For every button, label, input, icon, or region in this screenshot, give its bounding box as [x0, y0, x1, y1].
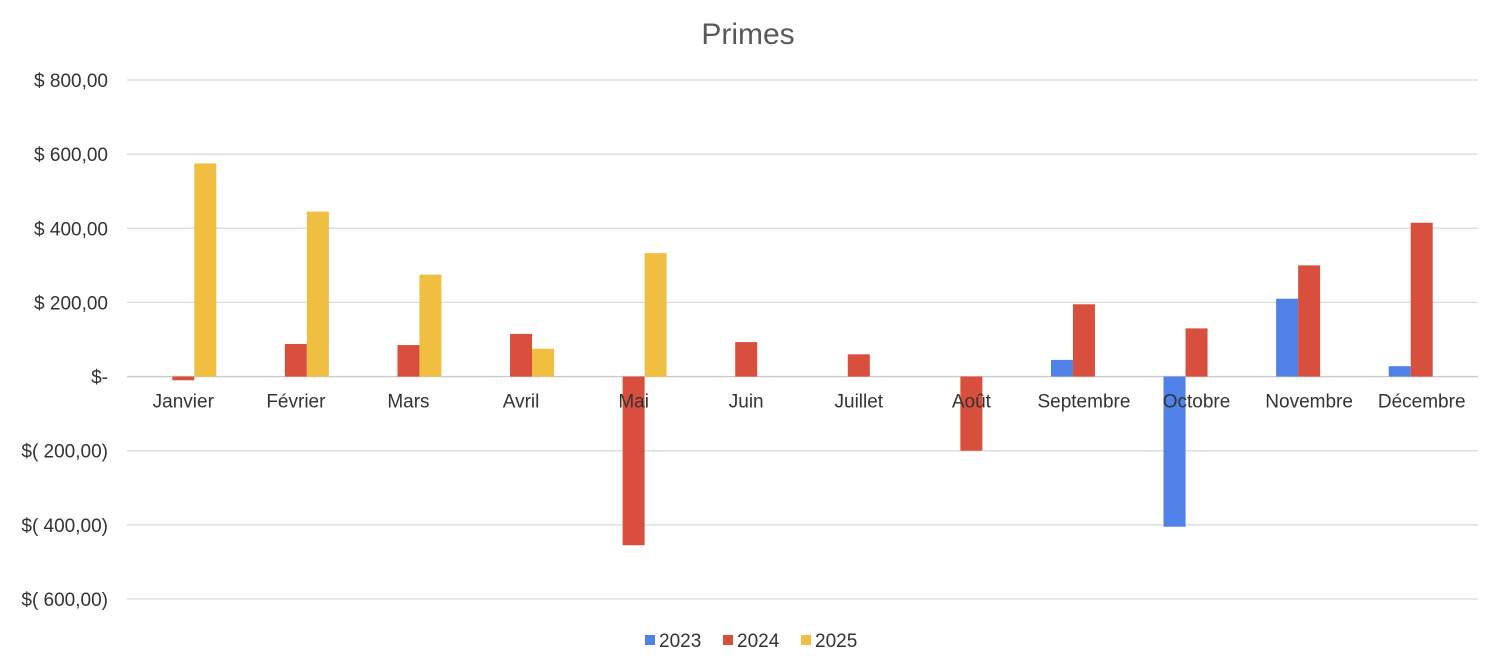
y-tick-label: $ 800,00 [34, 71, 108, 92]
gridlines [127, 79, 1478, 600]
legend-swatch [645, 635, 655, 645]
y-tick-label: $( 200,00) [21, 442, 108, 463]
x-axis-tick-labels: Janvier Février Mars Avril Mai Juin Juillet Aoû… [153, 392, 1466, 413]
y-tick-label: $ 600,00 [34, 145, 108, 166]
bar-2024-avril [510, 333, 533, 377]
x-tick-label: Septembre [1037, 392, 1130, 413]
legend-label: 2025 [815, 631, 857, 652]
bar-2024-février [284, 343, 307, 377]
chart-title: Primes [701, 18, 794, 51]
bar-2023-octobre [1163, 376, 1186, 527]
y-axis-tick-labels: $ 800,00 $ 600,00 $ 400,00 $ 200,00 $- $( 200… [21, 71, 108, 611]
bar-2023-novembre [1276, 298, 1299, 377]
bar-2024-juillet [847, 354, 870, 377]
x-tick-label: Janvier [153, 392, 215, 413]
x-tick-label: Mai [618, 392, 649, 413]
bar-2025-mars [419, 274, 442, 377]
legend-item: 2023 [645, 631, 701, 652]
legend-label: 2023 [659, 631, 701, 652]
bar-2025-février [306, 211, 329, 377]
y-tick-label: $( 400,00) [21, 516, 108, 537]
x-tick-label: Avril [503, 392, 540, 413]
y-tick-label: $ 400,00 [34, 219, 108, 240]
legend-label: 2024 [737, 631, 780, 652]
legend-item: 2025 [801, 631, 857, 652]
x-tick-label: Mars [387, 392, 429, 413]
x-tick-label: Octobre [1163, 392, 1231, 413]
bar-2025-janvier [194, 163, 217, 377]
y-tick-label: $( 600,00) [21, 590, 108, 611]
bar-2024-juin [735, 342, 758, 377]
x-tick-label: Août [952, 392, 992, 413]
legend-swatch [723, 635, 733, 645]
bar-2025-avril [532, 348, 555, 377]
x-tick-label: Novembre [1265, 392, 1353, 413]
bars [172, 163, 1433, 546]
y-tick-label: $ 200,00 [34, 293, 108, 314]
x-tick-label: Février [266, 392, 326, 413]
bar-2024-août [960, 376, 983, 451]
bar-2024-novembre [1298, 265, 1321, 377]
bar-2025-mai [644, 253, 667, 377]
bar-2024-janvier [172, 376, 195, 381]
bar-2024-mai [622, 376, 645, 546]
bar-2024-septembre [1072, 304, 1095, 377]
bar-2024-mars [397, 345, 420, 377]
legend-item: 2024 [723, 631, 780, 652]
bar-2023-septembre [1050, 359, 1073, 377]
legend-swatch [801, 635, 811, 645]
x-tick-label: Juin [729, 392, 764, 413]
y-tick-label: $- [91, 368, 108, 389]
bar-2023-décembre [1388, 366, 1411, 377]
x-tick-label: Décembre [1378, 392, 1466, 413]
bar-2024-décembre [1410, 222, 1433, 377]
legend: 2023 2024 2025 [645, 631, 857, 652]
x-tick-label: Juillet [835, 392, 884, 413]
bar-2024-octobre [1185, 328, 1208, 377]
